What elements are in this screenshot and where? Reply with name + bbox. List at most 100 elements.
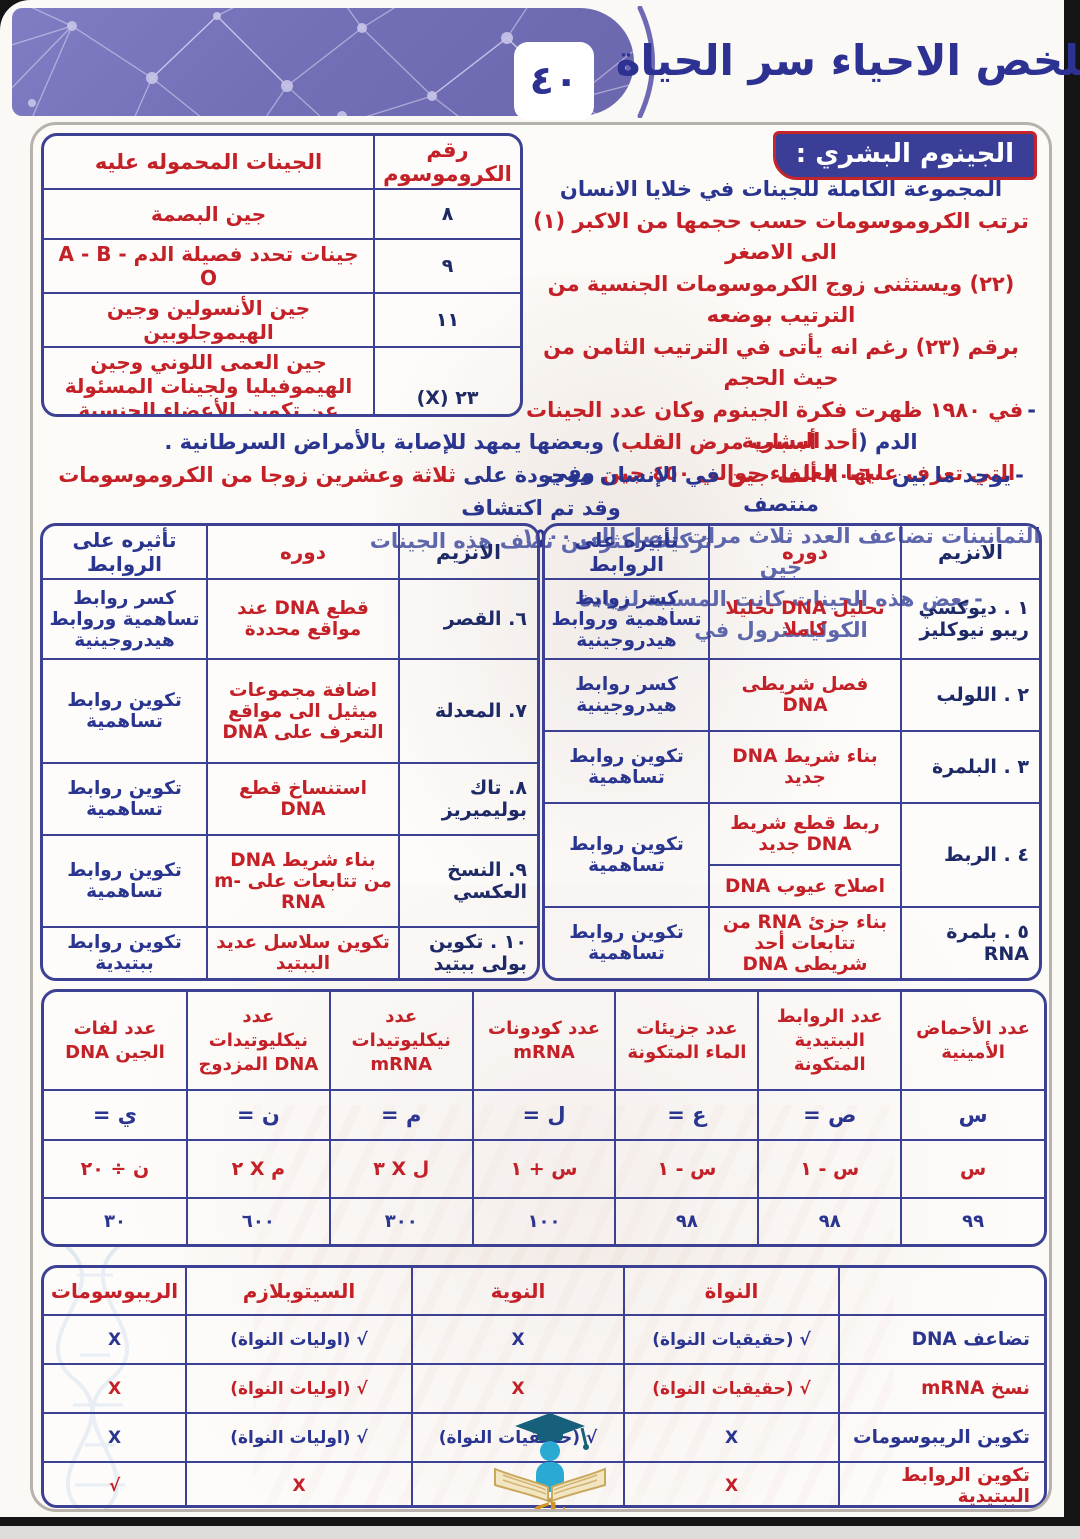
enzyme-table-6-10: الانزيم دوره تأثيره على الروابط ٦. القصر… (40, 523, 540, 981)
chromo-header-number: رقم الكروموسوم (373, 136, 520, 190)
process-col-header: النوية (411, 1268, 625, 1316)
table-row: ١ . ديوكسي ريبو نيوكليز تحليل DNA تحليلا… (545, 578, 1039, 660)
counts-value: ٩٩ (900, 1197, 1044, 1244)
counts-header: عدد كودونات mRNA (471, 992, 617, 1091)
counts-header: عدد الروابط الببتيدية المتكونة (757, 992, 903, 1091)
chromo-genes: جين الأنسولين وجين الهيموجلوبين (44, 292, 375, 348)
enzyme-role: بناء جزئ RNA من تتابعات أحد شريطى DNA (708, 906, 902, 978)
enzyme-role: بناء شريط DNA جديد (708, 730, 902, 804)
process-label: تضاعف DNA (838, 1314, 1044, 1365)
process-cell: √ (44, 1461, 187, 1505)
genome-line: (٢٢) ويستثنى زوج الكرموسومات الجنسية من … (547, 271, 1015, 328)
enzyme-bonds: تكوين روابط تساهمية (545, 730, 710, 804)
enzyme-name: ٨. تاك بوليميريز (398, 762, 537, 836)
genome-paragraph-wide: الدم (أحد أسباب مرض القلب) وبعضها يمهد ل… (43, 426, 1039, 558)
table-row: ٩٩ ٩٨ ٩٨ ١٠٠ ٣٠٠ ٦٠٠ ٣٠ (44, 1197, 1044, 1244)
process-cell: X (185, 1461, 413, 1505)
enzyme-header: الانزيم (398, 526, 537, 580)
graduate-book-icon (494, 1413, 606, 1503)
process-cell: X (411, 1363, 625, 1414)
counts-formula: س - ١ (614, 1139, 760, 1199)
counts-value: ٣٠٠ (328, 1197, 474, 1244)
counts-value: ٣٠ (44, 1197, 188, 1244)
process-label: تكوين الروابط الببتيدية (838, 1461, 1044, 1505)
table-row: ٨. تاك بوليميريز استنساخ قطع DNA تكوين ر… (43, 762, 537, 836)
table-row: نسخ mRNA √ (حقيقيات النواة) X √ (اوليات … (44, 1363, 1044, 1414)
counts-variable: ي = (44, 1089, 188, 1141)
counts-formula: ن ÷ ٢٠ (44, 1139, 188, 1199)
table-row: اصلاح عيوب DNA (545, 864, 1039, 908)
page-bottom-rule (0, 1517, 1080, 1526)
role-header: دوره (708, 526, 902, 580)
counts-value: ٦٠٠ (185, 1197, 331, 1244)
counts-variable: م = (328, 1089, 474, 1141)
process-location-table: النواة النوية السيتوبلازم الريبوسومات تض… (41, 1265, 1047, 1508)
counts-header: عدد الأحماض الأمينية (900, 992, 1044, 1091)
enzyme-bonds: تكوين روابط تساهمية (43, 762, 208, 836)
enzyme-role: تحليل DNA تحليلا كاملا (708, 578, 902, 660)
enzyme-role: ربط قطع شريط DNA جديد (708, 802, 902, 866)
chromo-genes: جين البصمة (44, 188, 375, 240)
logo-wordmark: نذاكر Nezakr (485, 1501, 615, 1509)
table-row: تكوين الريبوسومات X √ (حقيقيات النواة) √… (44, 1412, 1044, 1463)
genome-line: المجموعة الكاملة للجينات في خلايا الانسا… (559, 177, 1003, 201)
table-row: س ص = ع = ل = م = ن = ي = (44, 1089, 1044, 1141)
enzyme-bonds: تكوين روابط ببتيدية (43, 926, 208, 978)
table-row: س س - ١ س - ١ س + ١ ل X ٣ م X ٢ ن ÷ ٢٠ (44, 1139, 1044, 1199)
bonds-header: تأثيره على الروابط (43, 526, 208, 580)
counts-variable: ع = (614, 1089, 760, 1141)
process-col-header: النواة (623, 1268, 840, 1316)
nezakr-logo: نذاكر Nezakr (485, 1411, 615, 1509)
table-row: تكوين الروابط الببتيدية X X X √ (44, 1461, 1044, 1505)
chromo-number: ٢٣ (X) (373, 346, 520, 414)
role-header: دوره (206, 526, 400, 580)
process-cell: X (44, 1363, 187, 1414)
chromo-genes: جين العمى اللوني وجين الهيموفيليا ولجينا… (44, 346, 375, 414)
genome-line: التي تعرف عليها العلماء حوالي ٤٥٠ جين وف… (546, 460, 1016, 517)
table-row: ١٠ . تكوين بولى ببتيد تكوين سلاسل عديد ا… (43, 926, 537, 978)
counts-formula: س - ١ (757, 1139, 903, 1199)
genome-bullet: -في ١٩٨٠ ظهرت فكرة الجينوم وكان عدد الجي… (525, 397, 1036, 454)
counts-value: ٩٨ (757, 1197, 903, 1244)
process-cell: √ (اوليات النواة) (185, 1314, 413, 1365)
enzyme-name: ٢ . اللولب (900, 658, 1039, 732)
counts-variable: ن = (185, 1089, 331, 1141)
enzyme-bonds: كسر روابط تساهمية وروابط هيدروجينية (43, 578, 208, 660)
enzyme-role: اضافة مجموعات ميثيل الى مواقع التعرف على… (206, 658, 400, 764)
counts-header: عدد لفات الجين DNA (44, 992, 188, 1091)
enzyme-name: ٥ . بلمرة RNA (900, 906, 1039, 978)
table-row: ٥ . بلمرة RNA بناء جزئ RNA من تتابعات أح… (545, 906, 1039, 978)
page-bottom-margin (0, 1526, 1080, 1539)
section-heading-human-genome: الجينوم البشري : (772, 131, 1037, 180)
enzyme-role: قطع DNA عند مواقع محددة (206, 578, 400, 660)
enzyme-bonds: كسر روابط تساهمية وروابط هيدروجينية (545, 578, 710, 660)
table-row: ٨ جين البصمة (44, 188, 520, 240)
enzyme-name: ٩. النسخ العكسي (398, 834, 537, 928)
enzyme-name: ٣ . البلمرة (900, 730, 1039, 804)
enzyme-bonds: تكوين روابط تساهمية (43, 834, 208, 928)
process-col-header-empty (838, 1268, 1044, 1316)
chromosome-table: رقم الكروموسوم الجينات المحموله عليه ٨ ج… (41, 133, 523, 417)
enzyme-bonds: تكوين روابط تساهمية (43, 658, 208, 764)
content-frame: الجينوم البشري : المجموعة الكاملة للجينا… (30, 122, 1052, 1512)
process-cell: √ (اوليات النواة) (185, 1363, 413, 1414)
process-cell: √ (اوليات النواة) (185, 1412, 413, 1463)
counts-table: عدد الأحماض الأمينية عدد الروابط الببتيد… (41, 989, 1047, 1247)
counts-header: عدد نيكليوتيدات mRNA (328, 992, 474, 1091)
chromo-genes: جينات تحدد فصيلة الدم A - B - O (44, 238, 375, 294)
process-cell: X (44, 1412, 187, 1463)
enzyme-role: بناء شريط DNA من تتابعات على m-RNA (206, 834, 400, 928)
counts-header: عدد نيكليوتيدات DNA المزدوج (185, 992, 331, 1091)
process-cell: √ (حقيقيات النواة) (623, 1363, 840, 1414)
banner-arc-decoration (637, 6, 655, 118)
enzyme-name: ٤ . الربط (900, 802, 1039, 908)
table-row: ٤ . الربط ربط قطع شريط DNA جديد تكوين رو… (545, 802, 1039, 908)
enzyme-name: ١ . ديوكسي ريبو نيوكليز (900, 578, 1039, 660)
genome-line: برقم (٢٣) رغم انه يأتى في الترتيب الثامن… (543, 334, 1019, 391)
process-cell: X (411, 1314, 625, 1365)
counts-header: عدد جزيئات الماء المتكونة (614, 992, 760, 1091)
counts-value: ١٠٠ (471, 1197, 617, 1244)
enzyme-table-1-5: الانزيم دوره تأثيره على الروابط ١ . ديوك… (542, 523, 1042, 981)
bonds-header: تأثيره على الروابط (545, 526, 710, 580)
